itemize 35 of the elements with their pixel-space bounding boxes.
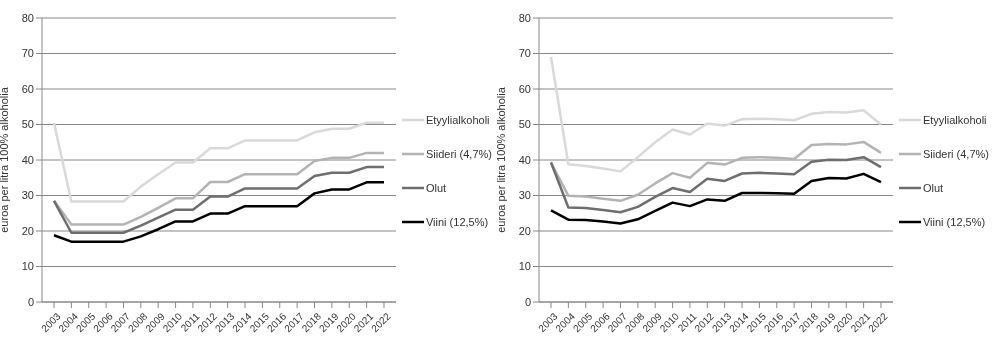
line-series bbox=[52, 181, 386, 243]
y-tick-label: 70 bbox=[21, 47, 34, 60]
legend-label: Siideri (4,7%) bbox=[425, 147, 492, 160]
y-tick-label: 70 bbox=[518, 47, 531, 60]
y-tick-label: 20 bbox=[21, 224, 34, 237]
line-series bbox=[549, 155, 883, 214]
y-tick-label: 50 bbox=[21, 118, 34, 131]
legend-label: Viini (12,5%) bbox=[922, 215, 986, 228]
y-tick-label: 40 bbox=[21, 153, 34, 166]
legend-label: Olut bbox=[425, 181, 447, 194]
line-series bbox=[52, 121, 386, 203]
legend-label: Olut bbox=[922, 181, 944, 194]
legend-label: Etyylialkoholi bbox=[922, 113, 987, 126]
y-tick-label: 30 bbox=[518, 189, 531, 202]
y-tick-label: 40 bbox=[518, 153, 531, 166]
y-tick-label: 10 bbox=[518, 260, 531, 273]
y-tick-label: 0 bbox=[524, 295, 531, 308]
line-series bbox=[52, 151, 386, 226]
line-series bbox=[52, 165, 386, 235]
y-tick-label: 20 bbox=[518, 224, 531, 237]
y-tick-label: 0 bbox=[27, 295, 34, 308]
y-axis-title: euroa per litra 100% alkoholia bbox=[0, 86, 10, 233]
y-tick-label: 60 bbox=[21, 82, 34, 95]
line-series bbox=[549, 55, 883, 173]
line-series bbox=[549, 172, 883, 225]
y-tick-label: 60 bbox=[518, 82, 531, 95]
y-tick-label: 80 bbox=[518, 11, 531, 24]
legend-label: Etyylialkoholi bbox=[425, 113, 490, 126]
y-tick-label: 10 bbox=[21, 260, 34, 273]
legend-label: Viini (12,5%) bbox=[425, 215, 489, 228]
y-tick-label: 50 bbox=[518, 118, 531, 131]
y-tick-label: 30 bbox=[21, 189, 34, 202]
legend-label: Siideri (4,7%) bbox=[922, 147, 989, 160]
y-axis-title: euroa per litra 100% alkoholia bbox=[494, 86, 507, 233]
y-tick-label: 80 bbox=[21, 11, 34, 24]
